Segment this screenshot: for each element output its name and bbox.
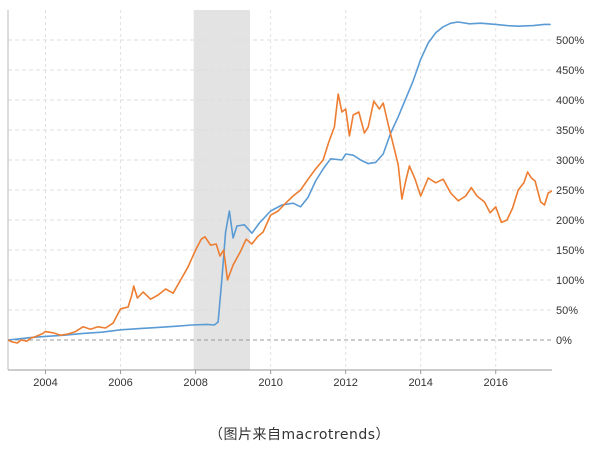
y-tick-label: 350% — [556, 125, 584, 137]
y-tick-label: 50% — [556, 305, 578, 317]
y-tick-label: 100% — [556, 275, 584, 287]
x-tick-label: 2010 — [258, 377, 282, 389]
x-tick-label: 2016 — [483, 377, 507, 389]
x-tick-label: 2008 — [183, 377, 207, 389]
x-tick-label: 2006 — [108, 377, 132, 389]
y-tick-label: 450% — [556, 65, 584, 77]
line-chart: 0% 50% 100% 150% 200% 250% 300% 350% 400% 450% 500… — [7, 10, 584, 389]
y-tick-label: 300% — [556, 155, 584, 167]
series-line-0 — [8, 21, 551, 341]
series-lines — [8, 21, 552, 344]
y-tick-label: 200% — [556, 215, 584, 227]
y-tick-label: 150% — [556, 245, 584, 257]
chart-container: 0% 50% 100% 150% 200% 250% 300% 350% 400% 450% 500… — [7, 10, 584, 389]
gridlines — [8, 10, 552, 370]
image-caption: （图片来自macrotrends） — [208, 427, 391, 443]
y-tick-label: 0% — [556, 335, 572, 347]
y-tick-label: 250% — [556, 185, 584, 197]
y-tick-label: 500% — [556, 35, 584, 47]
x-tick-label: 2012 — [333, 377, 357, 389]
x-tick-label: 2004 — [33, 377, 57, 389]
axes — [7, 10, 552, 374]
x-tick-label: 2014 — [408, 377, 432, 389]
tick-labels: 0% 50% 100% 150% 200% 250% 300% 350% 400% 450% 500… — [33, 35, 584, 389]
series-line-1 — [8, 93, 552, 344]
y-tick-label: 400% — [556, 95, 584, 107]
